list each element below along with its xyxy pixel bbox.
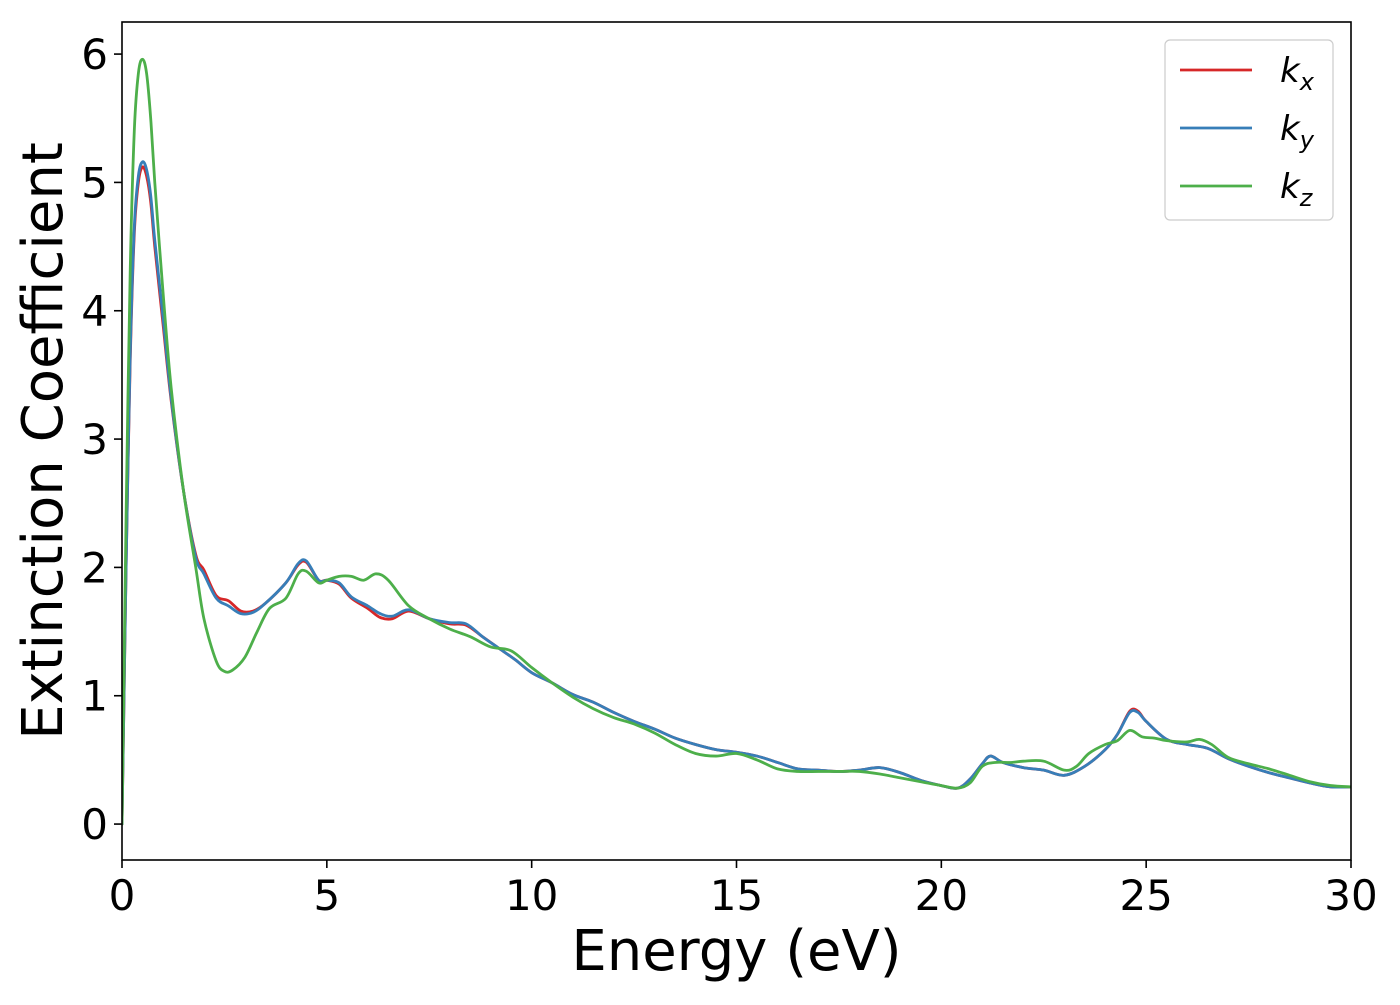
legend-label-subscript: z (1299, 184, 1314, 212)
y-tick-label: 6 (81, 30, 108, 79)
x-axis-ticks: 0 5 10 15 20 25 30 (109, 860, 1378, 920)
legend-label-main: k (1280, 51, 1301, 91)
x-tick-label: 15 (710, 871, 763, 920)
legend-label-z: kz (1280, 167, 1314, 212)
x-tick-label: 30 (1324, 871, 1377, 920)
y-axis-ticks: 0 1 2 3 4 5 6 (81, 30, 122, 849)
series-layer (122, 57, 1351, 826)
x-tick-label: 0 (109, 871, 136, 920)
y-tick-label: 2 (81, 543, 108, 592)
x-tick-label: 20 (915, 871, 968, 920)
legend-label-subscript: x (1299, 68, 1315, 96)
y-tick-label: 3 (81, 415, 108, 464)
legend-label-x: kx (1280, 51, 1315, 96)
y-axis-title: Extinction Coefficient (11, 142, 76, 740)
series-line-x (122, 165, 1351, 826)
series-line-z (122, 57, 1351, 826)
legend-label-y: ky (1280, 109, 1315, 154)
x-axis-title: Energy (eV) (571, 919, 901, 984)
y-tick-label: 5 (81, 158, 108, 207)
x-tick-label: 10 (505, 871, 558, 920)
legend-box (1164, 39, 1334, 221)
legend-label-subscript: y (1299, 126, 1315, 154)
y-tick-label: 0 (81, 800, 108, 849)
y-tick-label: 4 (81, 287, 108, 336)
legend-label-main: k (1280, 109, 1301, 149)
series-line-y (122, 160, 1351, 826)
x-tick-label: 25 (1119, 871, 1172, 920)
x-tick-label: 5 (313, 871, 340, 920)
legend-label-main: k (1280, 167, 1301, 207)
y-tick-label: 1 (81, 672, 108, 721)
